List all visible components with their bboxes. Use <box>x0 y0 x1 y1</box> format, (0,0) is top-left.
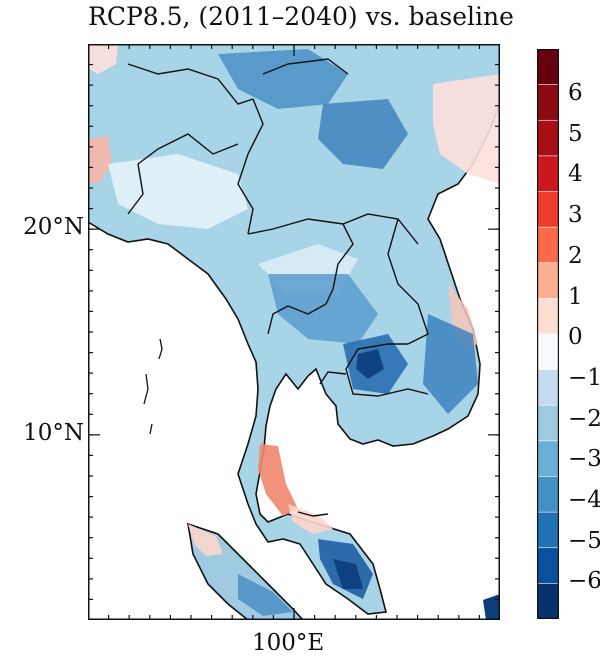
country-borders <box>127 58 429 517</box>
colorbar-cell <box>537 476 559 513</box>
colorbar-label: 6 <box>568 80 583 106</box>
map-panel <box>88 44 500 620</box>
colorbar-cell <box>537 226 559 264</box>
cool-patch-center <box>268 274 378 344</box>
colorbar-label: 0 <box>568 324 583 351</box>
colorbar-cell <box>537 404 559 442</box>
colorbar-cells <box>537 49 559 619</box>
andaman-islands <box>143 338 163 435</box>
colorbar-label: 2 <box>568 242 583 269</box>
warm-patch-east <box>433 74 500 184</box>
colorbar-cell <box>537 262 559 300</box>
colorbar-border <box>537 49 559 619</box>
colorbar-label: −1 <box>568 364 600 391</box>
warm-patch-peninsula <box>258 444 298 516</box>
colorbar-cell <box>537 369 559 407</box>
colorbar-cell <box>537 84 559 122</box>
cool-patch-borneo-corner <box>483 594 500 620</box>
cool-patch-malaya-dark <box>333 559 363 589</box>
warm-patch-sumatra <box>188 524 223 556</box>
colorbar-label: −2 <box>568 405 600 432</box>
colorbar-label: −5 <box>568 527 600 554</box>
colorbar-cell <box>537 191 559 228</box>
cool-patch-darkest <box>356 349 384 379</box>
anomaly-field <box>88 44 500 620</box>
cool-patch-sumatra <box>238 574 293 616</box>
colorbar-cell <box>537 547 559 585</box>
colorbar-cell <box>537 155 559 193</box>
colorbar-cell <box>537 583 559 619</box>
warm-patch-north <box>88 44 118 74</box>
colorbar-cell <box>537 119 559 157</box>
colorbar-label: −3 <box>568 446 600 473</box>
map-title: RCP8.5, (2011–2040) vs. baseline <box>88 2 514 31</box>
colorbar-label: 1 <box>568 283 583 310</box>
colorbar-cell <box>537 298 559 335</box>
map-ticks <box>88 44 500 620</box>
colorbar-cell <box>537 440 559 478</box>
colorbar-label: −4 <box>568 487 600 513</box>
colorbar-cell <box>537 49 559 86</box>
lat-label: 10°N <box>23 419 84 446</box>
colorbar-label: −6 <box>568 568 600 595</box>
colorbar-label: 5 <box>568 120 583 147</box>
colorbar-cell <box>537 511 559 549</box>
cool-patch-north <box>218 49 348 109</box>
cool-patch-northeast <box>318 99 408 169</box>
colorbar-cell <box>537 333 559 371</box>
warm-patch-malaya <box>288 504 333 534</box>
lat-label: 20°N <box>23 214 84 241</box>
colorbar-label: 3 <box>568 202 583 229</box>
colorbar <box>537 49 559 619</box>
warm-patch-west <box>88 136 112 184</box>
cool-patch-vietnam <box>423 314 478 414</box>
lon-label: 100°E <box>252 630 325 656</box>
light-zone-north <box>108 154 248 229</box>
colorbar-label: 4 <box>568 161 583 188</box>
